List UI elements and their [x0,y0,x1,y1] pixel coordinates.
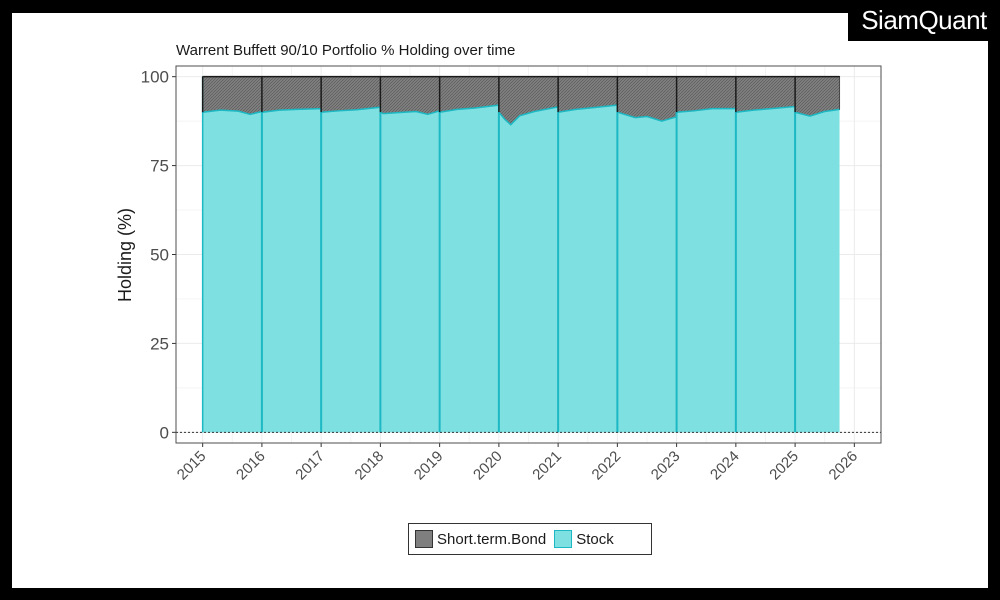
stock-area-group [201,76,840,433]
legend-item-stock: Stock [554,530,614,548]
x-tick-label: 2018 [352,448,388,484]
y-tick-label: 0 [160,423,169,442]
x-tick-label: 2019 [411,448,447,484]
legend-label-stock: Stock [576,530,614,548]
rebalance-lines [260,76,797,433]
y-tick-label: 75 [150,157,169,176]
x-tick-label: 2016 [233,448,269,484]
legend-item-bond: Short.term.Bond [415,530,546,548]
legend: Short.term.Bond Stock [408,523,652,555]
x-tick-label: 2022 [589,448,625,484]
plot-border [175,65,882,444]
bond-area-texture [202,76,840,125]
x-tick-label: 2026 [826,448,862,484]
x-tick-label: 2020 [470,448,506,484]
y-tick-label: 100 [141,68,169,87]
y-tick-label: 25 [150,334,169,353]
x-tick-label: 2023 [648,448,684,484]
legend-swatch-bond [415,530,433,548]
x-tick-label: 2021 [529,448,565,484]
legend-label-bond: Short.term.Bond [437,530,547,548]
x-tick-label: 2025 [766,448,802,484]
stock-area [202,105,840,433]
y-axis-label: Holding (%) [115,208,135,302]
x-tick-label: 2015 [174,448,210,484]
brand-logo: SiamQuant [848,0,1000,41]
legend-swatch-stock [554,530,573,548]
x-tick-label: 2024 [707,448,743,484]
y-tick-label: 50 [150,246,169,265]
x-tick-label: 2017 [292,448,328,484]
chart-title: Warrent Buffett 90/10 Portfolio % Holdin… [176,42,516,59]
